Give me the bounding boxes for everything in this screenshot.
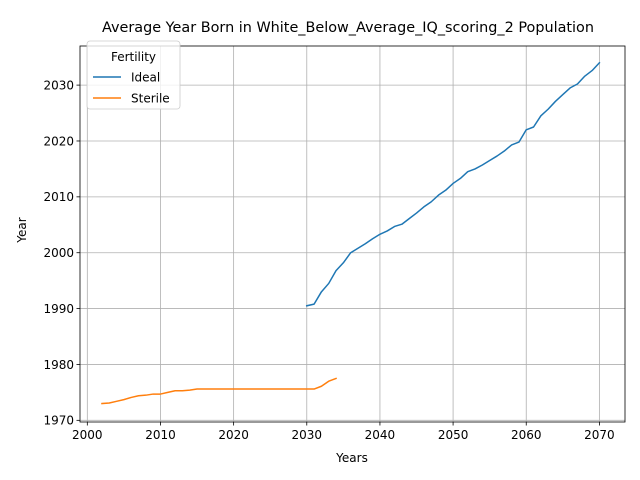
x-axis-label: Years <box>335 451 368 465</box>
series-line-sterile <box>101 377 338 405</box>
legend-label-sterile: Sterile <box>131 92 170 106</box>
y-tick-label: 1990 <box>43 302 74 316</box>
x-tick-label: 2050 <box>438 428 469 442</box>
y-tick-label: 2020 <box>43 134 74 148</box>
y-tick-label: 2000 <box>43 246 74 260</box>
y-tick-label: 1980 <box>43 358 74 372</box>
y-tick-label: 2010 <box>43 190 74 204</box>
series-lines <box>101 61 601 405</box>
x-tick-label: 2070 <box>584 428 615 442</box>
x-tick-label: 2010 <box>145 428 176 442</box>
y-axis-label: Year <box>15 217 29 243</box>
x-tick-label: 2030 <box>292 428 323 442</box>
y-tick-label: 2030 <box>43 78 74 92</box>
legend-title: Fertility <box>111 50 156 64</box>
legend: Fertility Ideal Sterile <box>86 40 181 110</box>
x-tick-label: 2020 <box>218 428 249 442</box>
x-ticks: 2000 2010 2020 2030 2040 2050 2060 2070 <box>72 422 615 442</box>
y-ticks: 1970 1980 1990 2000 2010 2020 2030 <box>43 78 80 428</box>
x-tick-label: 2060 <box>511 428 542 442</box>
x-tick-label: 2040 <box>365 428 396 442</box>
legend-box <box>86 40 181 110</box>
grid <box>80 46 625 422</box>
plot-frame <box>79 45 626 423</box>
x-tick-label: 2000 <box>72 428 103 442</box>
series-line-ideal <box>305 61 601 307</box>
chart-title: Average Year Born in White_Below_Average… <box>102 20 594 36</box>
y-tick-label: 1970 <box>43 414 74 428</box>
legend-label-ideal: Ideal <box>131 71 160 85</box>
